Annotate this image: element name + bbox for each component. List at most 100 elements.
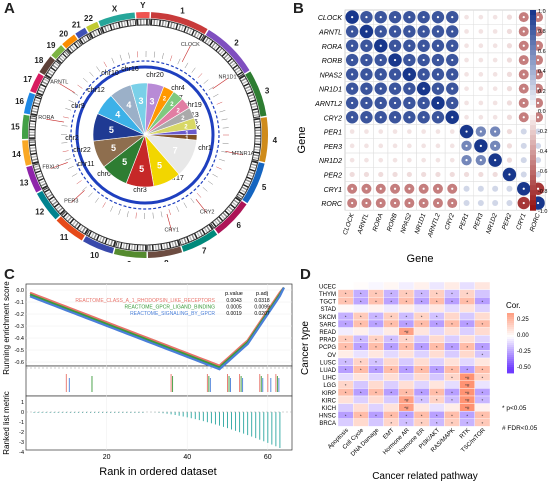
ideogram-outline — [251, 117, 262, 162]
heatmap-cell — [428, 372, 445, 381]
ideogram-outline — [42, 186, 66, 216]
matrix-dot — [535, 171, 542, 178]
gene-tick — [96, 66, 101, 72]
heatmap-cell — [428, 403, 445, 412]
gsea-xlabel: Rank in ordered dataset — [99, 466, 216, 478]
pie-value: 2 — [170, 102, 174, 108]
ideogram-band — [34, 99, 41, 103]
significance-mark — [351, 116, 354, 119]
significance-mark: * — [451, 391, 453, 396]
row-label-sarc: SARC — [319, 322, 336, 328]
ideogram-band — [53, 202, 60, 208]
ideogram-band — [242, 183, 249, 188]
inner-track-ring — [75, 65, 215, 205]
heatmap-cell — [474, 403, 491, 412]
ideogram-band — [211, 221, 217, 228]
significance-mark: * — [345, 345, 347, 350]
significance-mark: * — [451, 322, 453, 327]
significance-mark: * — [360, 391, 362, 396]
gene-label-fbxl3: FBXL3 — [42, 164, 59, 170]
legend-segment — [507, 327, 514, 330]
heatmap-cell — [474, 281, 491, 290]
significance-mark — [379, 58, 382, 62]
ideogram-band — [59, 209, 65, 215]
significance-mark — [536, 101, 540, 105]
chromosome-label-7: 7 — [202, 247, 207, 256]
significance-mark — [494, 130, 497, 133]
gene-tick — [216, 101, 223, 105]
chromosome-segment-21 — [75, 27, 88, 39]
pie-value: 5 — [157, 161, 162, 171]
matrix-dot — [506, 14, 513, 20]
matrix-dot — [392, 157, 398, 163]
matrix-dot — [449, 129, 455, 134]
ideogram-band — [235, 197, 241, 202]
colorbar-segment — [530, 175, 536, 181]
heatmap-cell — [383, 304, 399, 313]
col-label-emt: EMT — [382, 427, 395, 440]
significance-mark — [422, 44, 425, 47]
pie-label-chr6: chr6 — [97, 171, 111, 178]
gene-tick — [160, 211, 163, 218]
significance-mark: * — [360, 337, 362, 342]
matrix-dot — [506, 185, 513, 192]
gene-link — [166, 213, 173, 232]
significance-mark: * — [375, 322, 377, 327]
ideogram-band — [253, 113, 260, 117]
ideogram-band — [57, 207, 64, 213]
heatmap-cell — [368, 380, 384, 389]
chromosome-label-14: 14 — [12, 150, 21, 159]
row-label-cry2: CRY2 — [324, 115, 343, 122]
chromosome-segment-3 — [245, 71, 267, 117]
ideogram-band — [217, 47, 223, 54]
matrix-dot — [435, 129, 441, 134]
gene-label-mtnr1a: MTNR1A — [232, 151, 255, 157]
ideogram-band — [142, 19, 145, 26]
y-tick-bottom: 0 — [21, 410, 24, 416]
ideogram-band — [224, 210, 230, 216]
chromosome-label-6: 6 — [237, 221, 242, 230]
heatmap-cell — [398, 304, 415, 313]
legend-segment — [507, 345, 514, 348]
matrix-dot — [506, 143, 513, 149]
matrix-dot — [378, 157, 384, 163]
ideogram-outline — [30, 94, 43, 117]
matrix-dot — [506, 128, 513, 135]
chromosome-segment-13 — [26, 165, 42, 193]
colorbar-segment — [530, 10, 536, 16]
significance-mark: * — [390, 413, 392, 418]
ideogram-band — [30, 117, 37, 120]
legend-p-0: 0.0043 — [226, 298, 242, 304]
ideogram-band — [40, 182, 47, 187]
matrix-dot — [421, 171, 427, 178]
significance-mark: * — [466, 299, 468, 304]
pie-value: 1 — [185, 136, 189, 142]
significance-mark — [365, 187, 368, 190]
heatmap-cell — [337, 395, 354, 404]
gene-tick — [216, 166, 222, 170]
significance-mark — [436, 201, 440, 205]
legend-segment — [507, 333, 514, 336]
legend-segment — [507, 337, 514, 340]
significance-mark: *# — [465, 406, 470, 411]
ideogram-band — [244, 181, 251, 186]
ideogram-band — [235, 69, 242, 74]
significance-mark: * — [421, 421, 423, 426]
col-label-arntl: ARNTL — [356, 212, 370, 236]
significance-mark — [351, 87, 354, 90]
pie-value: 2 — [177, 108, 181, 114]
heatmap-cell — [474, 334, 491, 343]
ideogram-band — [117, 21, 121, 29]
heatmap-cell — [428, 334, 445, 343]
ideogram-band — [232, 64, 238, 70]
gsea-ylabel-bottom: Ranked list metric — [2, 391, 11, 455]
pie-value: 7 — [173, 146, 178, 156]
ideogram-band — [245, 88, 252, 93]
gene-tick — [221, 151, 228, 153]
matrix-dot — [463, 200, 470, 207]
ideogram-band — [183, 237, 187, 244]
heatmap-cell — [368, 395, 384, 404]
chromosome-segment-12 — [36, 190, 60, 220]
matrix-dot — [364, 143, 369, 149]
ideogram-band — [228, 59, 235, 65]
